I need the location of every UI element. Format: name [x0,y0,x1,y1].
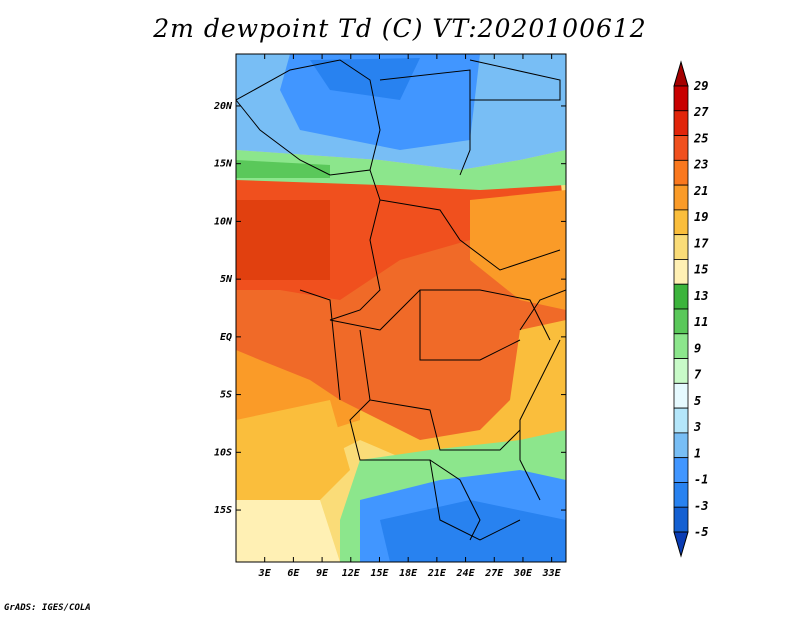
colorbar-swatch [673,184,689,211]
colorbar-label: 15 [694,263,708,277]
lat-tick-label: 20N [213,101,233,112]
colorbar-swatch [673,358,689,384]
lon-tick-label: 27E [484,568,504,579]
colorbar-label: -5 [694,525,708,539]
colorbar-label: 13 [694,289,708,303]
colorbar-swatch [673,506,689,533]
colorbar-swatch [673,110,689,136]
lat-tick-label: 15N [214,159,233,170]
colorbar-bottom-arrow [673,531,689,558]
lon-tick-label: 6E [287,568,300,579]
colorbar-label: 17 [694,236,709,250]
colorbar-swatch [673,308,689,335]
colorbar-label: 23 [693,158,708,172]
lon-tick-label: 24E [456,568,476,579]
colorbar-label: 9 [694,341,701,355]
colorbar-swatch [673,159,689,186]
lon-tick-label: 12E [342,568,361,579]
field-sahel-dark [236,160,330,178]
colorbar-swatch [673,259,689,285]
colorbar-swatch [673,209,689,236]
lat-tick-label: 10S [214,447,232,458]
field-sahel [236,150,566,190]
colorbar-label: 29 [693,79,708,93]
colorbar-label: 7 [694,368,702,382]
colorbar: 29 27 25 23 21 19 17 15 13 11 9 7 5 3 1 -1 -3 -5 [673,60,709,558]
lat-tick-label: 15S [214,505,232,516]
colorbar-top-arrow [673,60,689,87]
colorbar-swatch [673,457,689,483]
field-sahara-core [310,58,420,100]
field-east [470,190,566,310]
colorbar-label: 19 [694,210,708,224]
lon-tick-label: 3E [258,568,272,579]
colorbar-swatch [673,234,689,260]
map-frame [235,53,567,563]
lon-tick-label: 21E [427,568,447,579]
colorbar-label: 1 [694,446,701,460]
latitude-ticks: 20N 15N 10N 5N EQ 5S 10S 15S [213,101,566,516]
field-atlantic-south [236,500,340,562]
colorbar-label: 27 [693,105,709,119]
colorbar-swatch [673,135,689,161]
colorbar-swatch [673,432,689,459]
colorbar-label: 25 [693,131,708,145]
colorbar-swatch [673,407,689,434]
field-guinea [236,200,330,280]
colorbar-label: -3 [694,499,708,513]
colorbar-swatch [673,85,689,112]
field-south-blue-dark [380,500,566,562]
map-field [236,54,566,562]
lat-tick-label: 5N [220,274,233,285]
colorbar-swatch [673,482,689,508]
lat-tick-label: EQ [220,332,232,343]
colorbar-label: 11 [694,315,708,329]
lat-tick-label: 5S [220,390,232,401]
country-borders [236,59,566,541]
colorbar-label: -1 [694,473,708,487]
colorbar-label: 3 [693,420,701,434]
lat-tick-label: 10N [214,216,233,227]
map-title: 2m dewpoint Td (C) VT:2020100612 [153,14,647,43]
lon-tick-label: 18E [399,568,418,579]
lon-tick-label: 33E [542,568,562,579]
lon-tick-label: 9E [316,568,329,579]
lon-tick-label: 30E [513,568,533,579]
colorbar-label: 5 [694,394,701,408]
colorbar-swatch [673,333,689,359]
longitude-ticks: 3E 6E 9E 12E 15E 18E 21E 24E 27E 30E 33E [258,54,562,579]
colorbar-label: 21 [693,184,708,198]
colorbar-swatch [673,382,689,409]
credit-footer: GrADS: IGES/COLA [4,603,91,613]
colorbar-swatch [673,283,689,310]
lon-tick-label: 15E [370,568,389,579]
